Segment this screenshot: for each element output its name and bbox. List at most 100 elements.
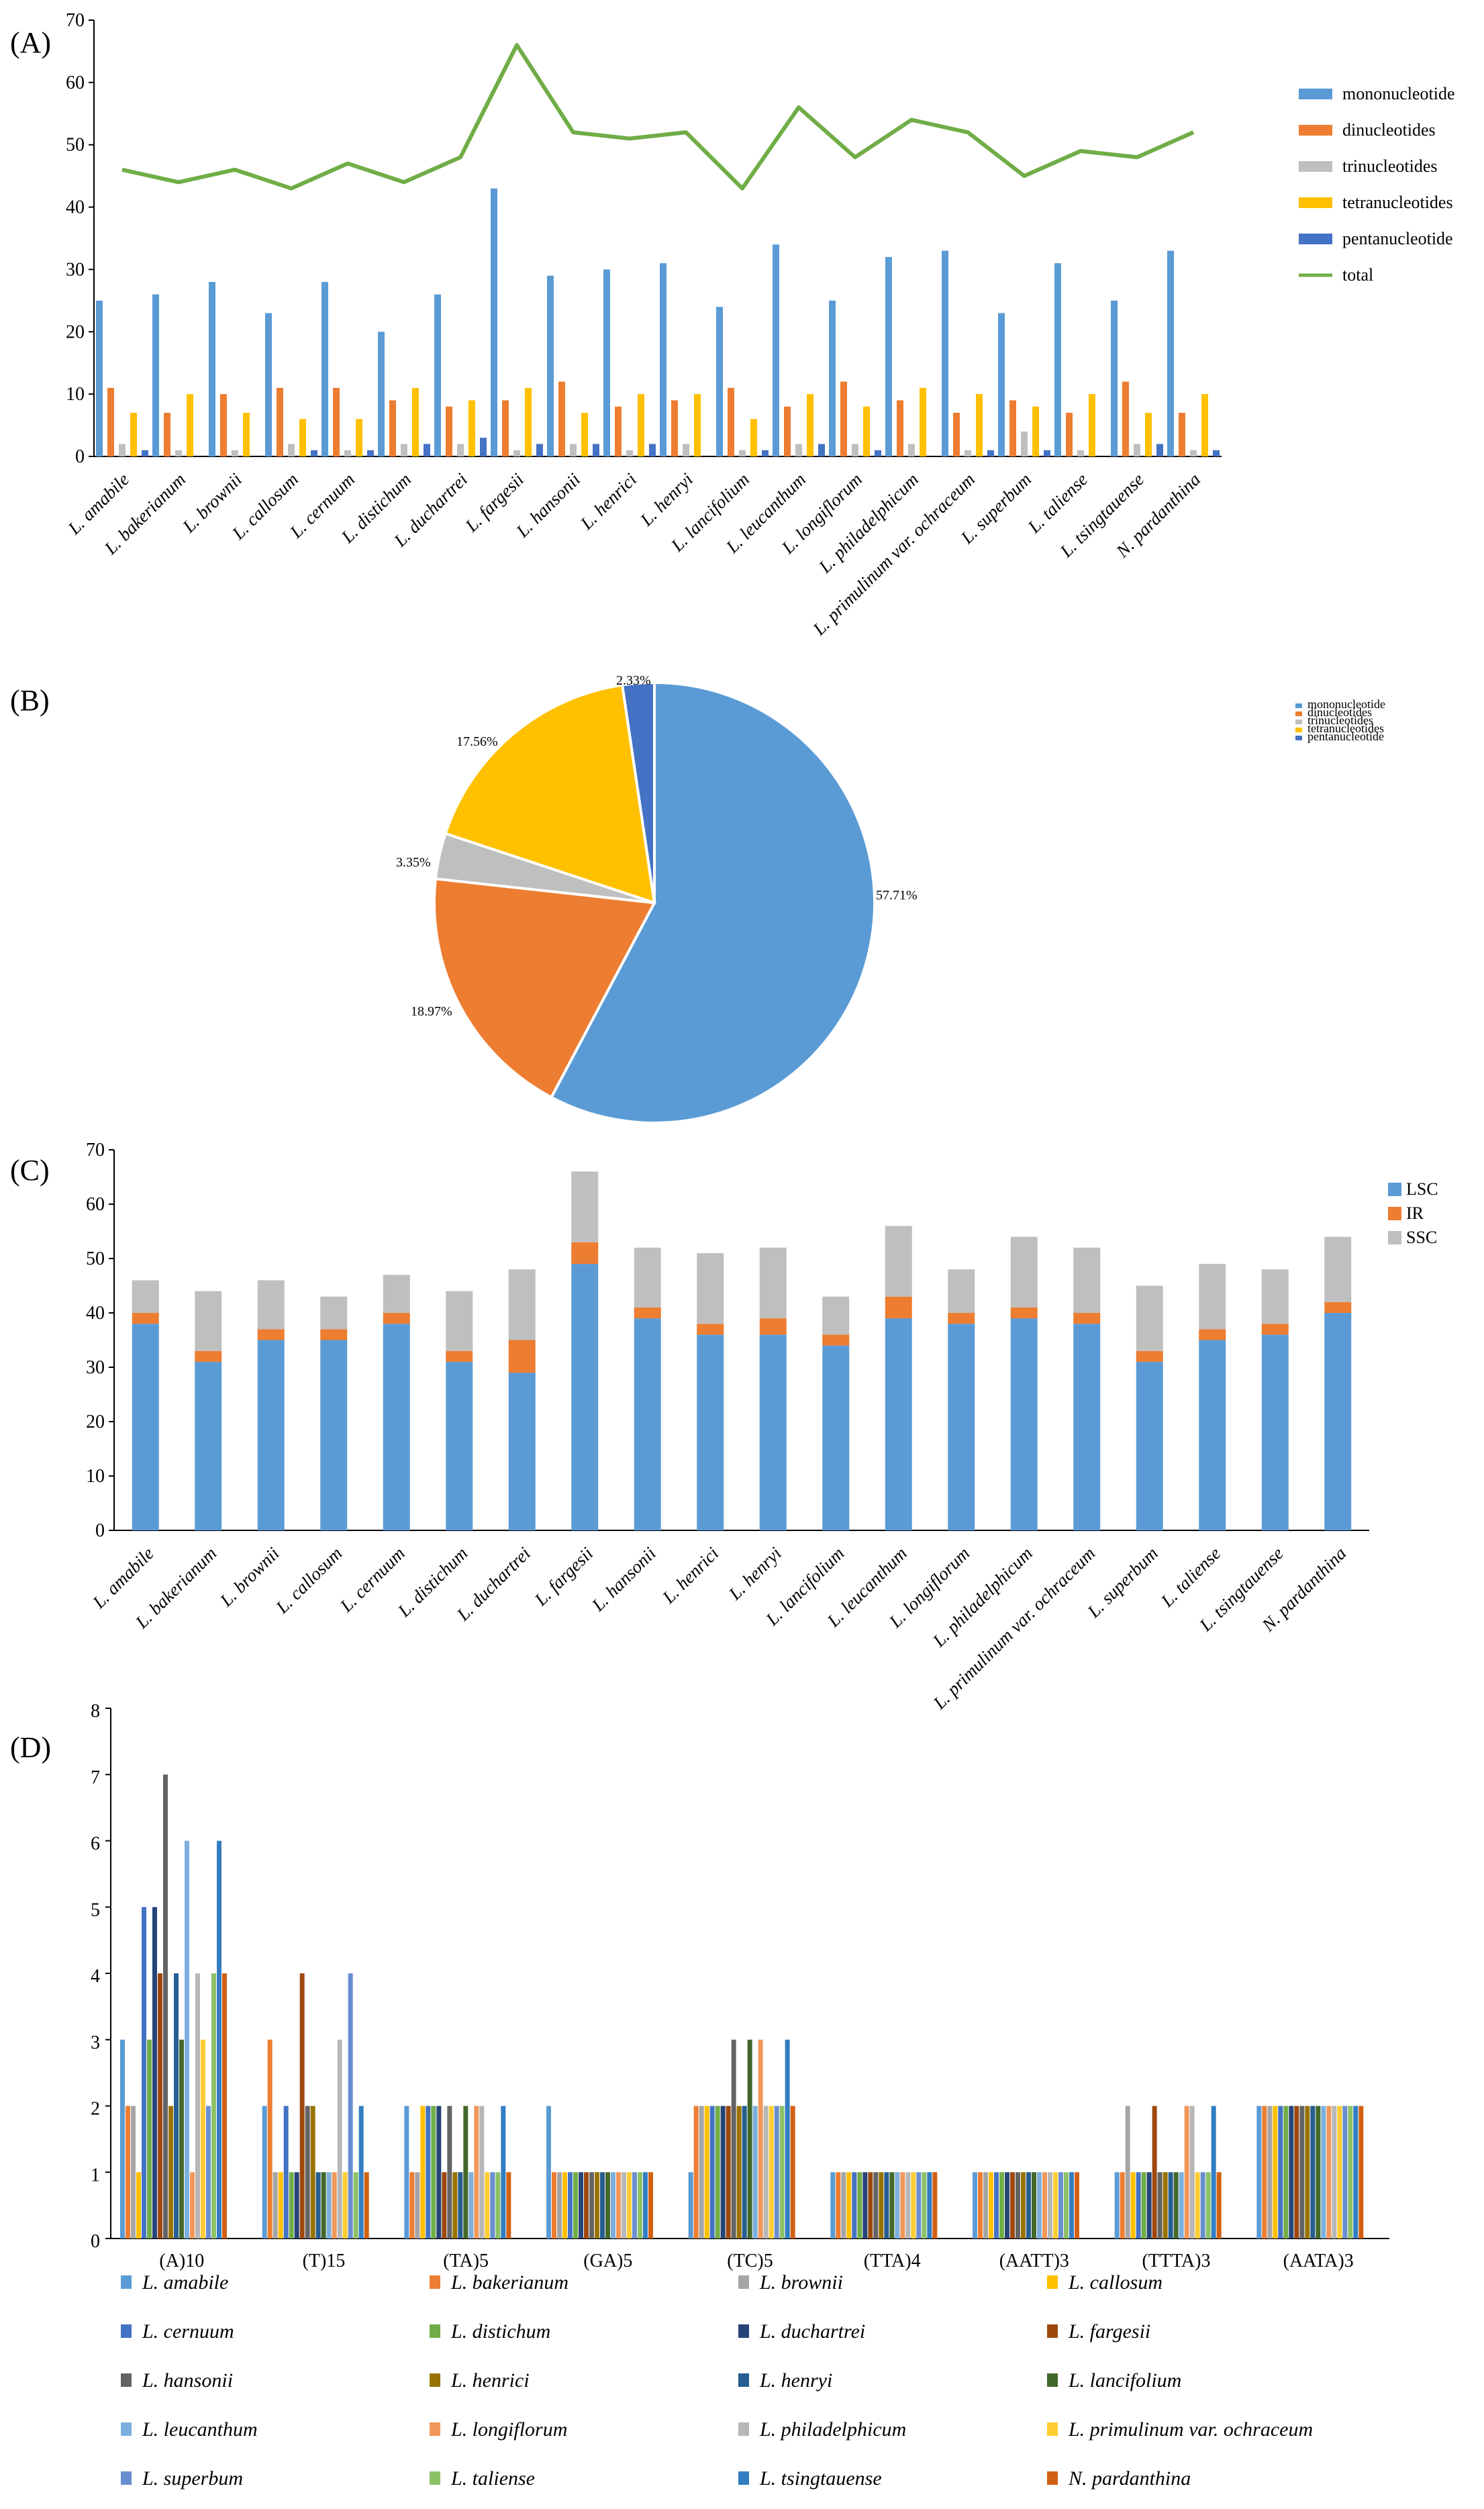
bar-A-mono (96, 300, 103, 456)
bar-C-IR (132, 1313, 159, 1324)
bar-D-species-17 (638, 2172, 642, 2239)
bar-D-species-7 (1294, 2106, 1299, 2239)
bar-C-SSC (697, 1252, 724, 1324)
bar-D-species-2 (1267, 2106, 1273, 2239)
bar-D-species-18 (927, 2172, 932, 2239)
bar-D-species-3 (1273, 2106, 1278, 2239)
bar-D-species-10 (1026, 2172, 1031, 2239)
legend-swatch-B-penta (1295, 736, 1302, 740)
bar-D-species-12 (895, 2172, 900, 2239)
bar-D-species-8 (163, 1774, 168, 2239)
legend-swatch-B-di (1295, 711, 1302, 716)
bar-C-LSC (1136, 1361, 1163, 1530)
bar-A-mono (209, 282, 215, 456)
bar-D-species-11 (889, 2172, 895, 2239)
panel-label-C: (C) (10, 1154, 50, 1187)
bar-A-di (558, 381, 565, 456)
bar-C-SSC (948, 1269, 975, 1313)
bar-D-species-1 (552, 2172, 556, 2239)
pie-label-tetra: 17.56% (456, 734, 498, 749)
bar-D-species-4 (426, 2106, 431, 2239)
bar-D-species-14 (763, 2106, 769, 2239)
bar-C-LSC (1073, 1324, 1101, 1530)
bar-C-LSC (885, 1318, 912, 1530)
bar-A-penta (1156, 444, 1163, 456)
bar-C-IR (571, 1242, 599, 1265)
pie-label-di: 18.97% (411, 1004, 452, 1019)
legend-label-D: L. fargesii (1068, 2320, 1150, 2343)
bar-D-species-0 (404, 2106, 409, 2239)
legend-label-B-tri: trinucleotides (1307, 714, 1373, 727)
bar-C-SSC (1199, 1264, 1226, 1330)
bar-D-species-4 (1278, 2106, 1283, 2239)
bar-A-penta (818, 444, 825, 456)
bar-D-species-19 (364, 2172, 369, 2239)
bar-C-SSC (195, 1291, 222, 1351)
bar-A-penta (311, 450, 317, 456)
bar-D-species-16 (1058, 2172, 1063, 2239)
bar-D-species-2 (983, 2172, 988, 2239)
bar-C-IR (1261, 1324, 1289, 1335)
bar-A-tetra (468, 400, 475, 456)
bar-A-mono (152, 294, 159, 456)
bar-A-tri (288, 444, 295, 456)
bar-D-species-5 (431, 2106, 436, 2239)
legend-label-D: L. longiflorum (450, 2418, 567, 2441)
bar-A-di (333, 387, 340, 456)
bar-D-species-0 (973, 2172, 977, 2239)
pie-slice-penta (620, 681, 656, 903)
bar-A-mono (716, 307, 723, 456)
legend-swatch-D (121, 2471, 132, 2485)
legend-swatch-D (1047, 2275, 1058, 2289)
panel-label-B: (B) (10, 684, 50, 717)
bar-A-tri (1190, 450, 1197, 456)
legend-label-D: L. henryi (759, 2369, 832, 2392)
bar-D-species-5 (857, 2172, 862, 2239)
legend-swatch-D (121, 2422, 132, 2436)
bar-D-species-6 (1005, 2172, 1009, 2239)
bar-C-IR (697, 1324, 724, 1335)
bar-A-tetra (807, 394, 813, 456)
bar-D-species-2 (557, 2172, 562, 2239)
bar-D-species-9 (168, 2106, 173, 2239)
bar-A-penta (142, 450, 148, 456)
bar-A-tri (626, 450, 633, 456)
bar-D-species-6 (1289, 2106, 1294, 2239)
bar-C-IR (446, 1350, 473, 1362)
bar-A-di (1122, 381, 1129, 456)
bar-C-IR (634, 1307, 661, 1319)
x-tick-label-C: L. henryi (724, 1543, 785, 1604)
legend-label-D: L. henrici (450, 2369, 530, 2392)
bar-D-species-1 (693, 2106, 699, 2239)
bar-C-IR (1010, 1307, 1038, 1319)
bar-D-species-12 (185, 1840, 189, 2239)
bar-A-tetra (412, 387, 419, 456)
bar-C-LSC (948, 1324, 975, 1530)
y-tick-label-D: 4 (91, 1966, 100, 1987)
x-tick-label-D: (T)15 (303, 2251, 346, 2271)
bar-A-tri (401, 444, 407, 456)
bar-D-species-10 (742, 2106, 747, 2239)
bar-D-species-17 (1205, 2172, 1211, 2239)
bar-A-tri (1077, 450, 1084, 456)
bar-A-di (784, 406, 791, 456)
bar-C-SSC (1136, 1285, 1163, 1351)
bar-D-species-11 (321, 2172, 326, 2239)
bar-D-species-19 (1075, 2172, 1079, 2239)
bar-D-species-3 (989, 2172, 993, 2239)
bar-D-species-14 (622, 2172, 626, 2239)
bar-D-species-11 (1173, 2172, 1179, 2239)
legend-swatch-D (430, 2275, 440, 2289)
legend-swatch-A-tri (1299, 161, 1332, 172)
bar-C-SSC (132, 1280, 159, 1313)
bar-A-tri (1134, 444, 1140, 456)
y-tick-label-C: 0 (95, 1520, 105, 1541)
bar-D-species-15 (1337, 2106, 1342, 2239)
bar-D-species-19 (648, 2172, 653, 2239)
bar-C-LSC (257, 1340, 285, 1530)
bar-D-species-5 (573, 2172, 578, 2239)
bar-A-di (1009, 400, 1016, 456)
bar-D-species-2 (841, 2172, 846, 2239)
bar-A-mono (321, 282, 328, 456)
